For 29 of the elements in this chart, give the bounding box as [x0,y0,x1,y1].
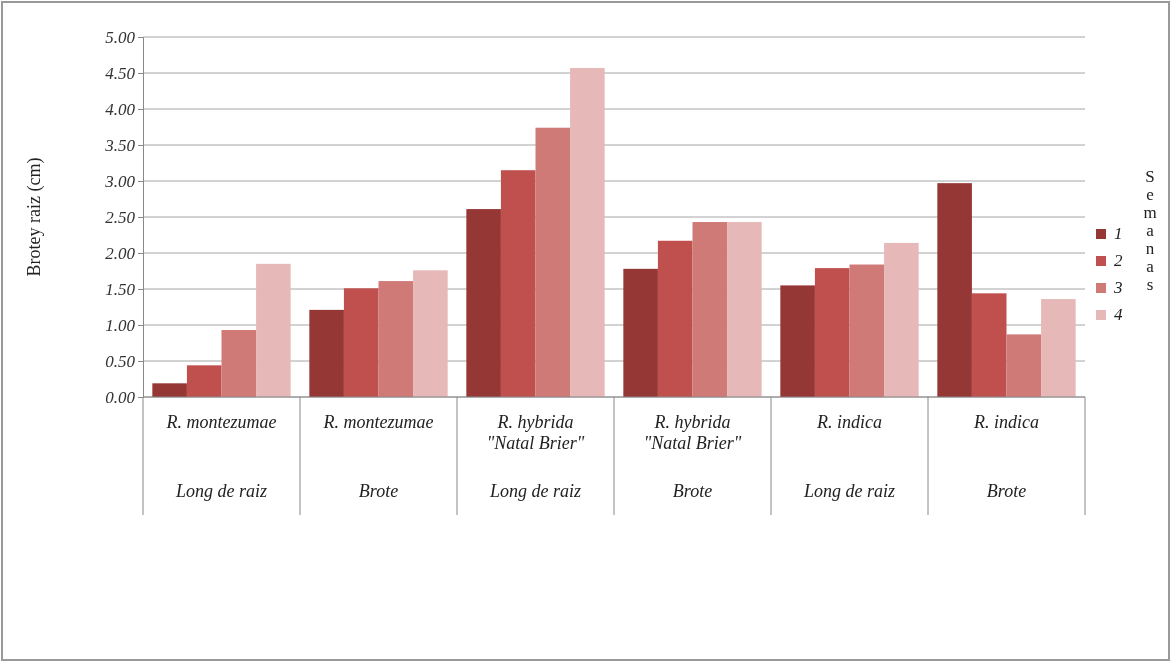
y-tick-label: 4.00 [105,99,136,119]
legend-label: 1 [1114,224,1123,243]
text: Long de raiz [488,481,582,501]
legend-label: 3 [1113,278,1123,297]
y-tick-label: 1.50 [105,279,136,299]
x-tick-label: R. montezumae [165,412,277,432]
legend-label: 2 [1114,251,1123,270]
text: Long de raiz [174,481,268,501]
legend-title: Semanas [1143,167,1157,294]
text: Brote [358,481,399,501]
y-tick-label: 3.50 [104,135,136,155]
x-tick-label: R. montezumae [322,412,434,432]
y-tick-label: 0.50 [105,351,136,371]
x-tick-label: R. indica [973,412,1039,432]
y-tick-label: 1.00 [105,315,136,335]
text: Brote [986,481,1027,501]
y-tick-label: 3.00 [104,171,136,191]
text: Brote [672,481,713,501]
text: Long de raiz [802,481,896,501]
x-tick-label: R. hybrida "Natal Brier" [486,412,585,453]
y-tick-label: 0.00 [105,387,136,407]
y-tick-label: 4.50 [105,63,136,83]
y-tick-label: 2.00 [105,243,136,263]
x-tick-label: R. hybrida "Natal Brier" [643,412,742,453]
x-tick-label: R. indica [816,412,882,432]
y-tick-label: 2.50 [105,207,136,227]
y-axis-title: Brotey raiz (cm) [24,157,45,277]
y-tick-label: 5.00 [105,27,136,47]
legend-label: 4 [1114,305,1123,324]
